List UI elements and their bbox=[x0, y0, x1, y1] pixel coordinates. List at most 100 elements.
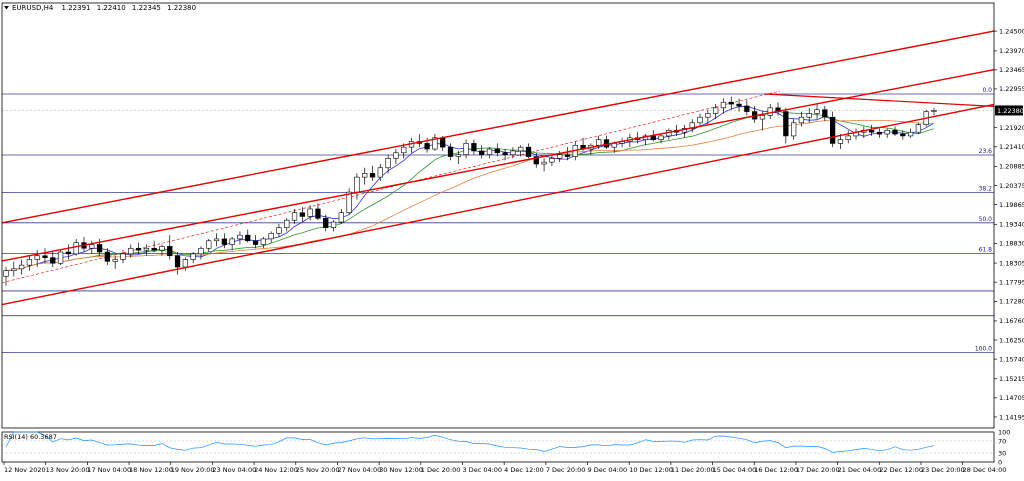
header-open: 1.22391 bbox=[62, 4, 91, 12]
x-tick-label: 11 Dec 20:00 bbox=[671, 466, 715, 474]
candle bbox=[736, 98, 742, 112]
bull-candle-body bbox=[549, 158, 555, 163]
candle bbox=[42, 248, 48, 264]
moving-average-line bbox=[5, 119, 935, 272]
candle bbox=[338, 208, 344, 224]
candle bbox=[245, 229, 251, 243]
bull-candle-body bbox=[268, 232, 274, 240]
candle bbox=[705, 109, 711, 125]
candle bbox=[619, 137, 625, 148]
regression-dashed-line bbox=[1, 90, 781, 284]
bull-candle-body bbox=[845, 135, 851, 140]
candle bbox=[822, 105, 828, 121]
bull-candle-body bbox=[432, 137, 438, 150]
candle bbox=[728, 96, 734, 110]
bull-candle-body bbox=[557, 154, 563, 159]
candle bbox=[416, 134, 422, 148]
bear-candle-body bbox=[174, 255, 181, 268]
candle bbox=[658, 134, 664, 144]
candle bbox=[26, 255, 33, 271]
y-tick-label: 1.15740 bbox=[999, 355, 1024, 363]
candle bbox=[50, 252, 56, 267]
x-tick-label: 22 Dec 12:00 bbox=[879, 466, 923, 474]
y-tick-label: 1.17795 bbox=[999, 278, 1024, 286]
candle bbox=[720, 98, 727, 114]
x-tick-label: 9 Dec 04:00 bbox=[588, 466, 628, 474]
candle bbox=[455, 150, 461, 165]
bear-candle-body bbox=[221, 238, 227, 245]
bear-candle-body bbox=[42, 255, 48, 258]
candle bbox=[767, 104, 773, 120]
x-tick-label: 23 Nov 04:00 bbox=[212, 466, 256, 474]
bear-candle-body bbox=[650, 135, 656, 140]
candle bbox=[362, 167, 368, 185]
fib-level-label: 23.6 bbox=[979, 148, 993, 155]
bear-candle-body bbox=[533, 156, 539, 165]
bear-candle-body bbox=[876, 131, 883, 135]
bull-candle-body bbox=[759, 115, 766, 120]
y-tick-label: 1.15215 bbox=[999, 375, 1024, 383]
bull-candle-body bbox=[720, 101, 727, 109]
candle bbox=[104, 248, 111, 266]
rsi-label: RSI(14) 60.3687 bbox=[4, 433, 57, 441]
candle bbox=[112, 255, 118, 269]
candle bbox=[666, 128, 672, 140]
bull-candle-body bbox=[128, 247, 134, 255]
bear-candle-body bbox=[471, 143, 477, 152]
bull-candle-body bbox=[143, 247, 150, 251]
rsi-tick-label: 0 bbox=[998, 458, 1002, 466]
bull-candle-body bbox=[11, 268, 17, 272]
x-tick-label: 18 Nov 12:00 bbox=[129, 466, 173, 474]
y-tick-label: 1.19865 bbox=[999, 201, 1024, 209]
channel-line bbox=[1, 103, 995, 306]
candle bbox=[354, 173, 360, 200]
bear-candle-body bbox=[447, 146, 454, 157]
bear-candle-body bbox=[728, 101, 734, 105]
bull-candle-body bbox=[385, 158, 391, 169]
candle bbox=[135, 242, 142, 254]
bull-candle-body bbox=[307, 208, 313, 217]
bear-candle-body bbox=[135, 247, 142, 251]
candle bbox=[57, 250, 64, 266]
rsi-tick-label: 30 bbox=[998, 449, 1006, 457]
candle bbox=[237, 231, 243, 245]
x-tick-label: 17 Dec 20:00 bbox=[796, 466, 840, 474]
x-tick-label: 21 Dec 04:00 bbox=[838, 466, 882, 474]
bull-candle-body bbox=[34, 255, 40, 260]
x-tick-label: 30 Nov 12:00 bbox=[379, 466, 423, 474]
candle bbox=[837, 134, 844, 150]
candle bbox=[806, 107, 812, 123]
y-tick-label: 1.14195 bbox=[999, 413, 1024, 421]
candle bbox=[393, 149, 399, 165]
trend-channel[interactable] bbox=[1, 30, 995, 306]
header-symbol: EURUSD,H4 bbox=[12, 4, 54, 12]
bear-candle-body bbox=[104, 251, 111, 262]
candle bbox=[447, 143, 454, 161]
candle bbox=[3, 266, 9, 286]
bull-candle-body bbox=[354, 176, 360, 193]
candle bbox=[276, 223, 282, 238]
svg-text:EURUSD,H4 1.22391: EURUSD,H4 1.22391 1.22410 1.22345 1.2238… bbox=[12, 4, 196, 12]
candle bbox=[401, 143, 407, 159]
candle bbox=[252, 235, 259, 249]
header-close: 1.22380 bbox=[167, 4, 196, 12]
bear-candle-body bbox=[50, 257, 56, 264]
bear-candle-body bbox=[892, 130, 898, 135]
candle bbox=[213, 233, 220, 247]
candle bbox=[377, 164, 383, 181]
candle bbox=[284, 218, 290, 232]
x-tick-label: 27 Nov 04:00 bbox=[337, 466, 381, 474]
dropdown-triangle-icon[interactable] bbox=[4, 6, 9, 10]
bull-candle-body bbox=[213, 238, 220, 242]
bear-candle-body bbox=[744, 105, 750, 112]
y-tick-label: 1.21920 bbox=[999, 124, 1024, 132]
bear-candle-body bbox=[829, 116, 836, 144]
x-tick-label: 13 Nov 20:00 bbox=[46, 466, 90, 474]
channel-line bbox=[1, 30, 995, 224]
candle bbox=[128, 244, 134, 258]
bull-candle-body bbox=[120, 253, 126, 260]
candle bbox=[432, 134, 438, 151]
